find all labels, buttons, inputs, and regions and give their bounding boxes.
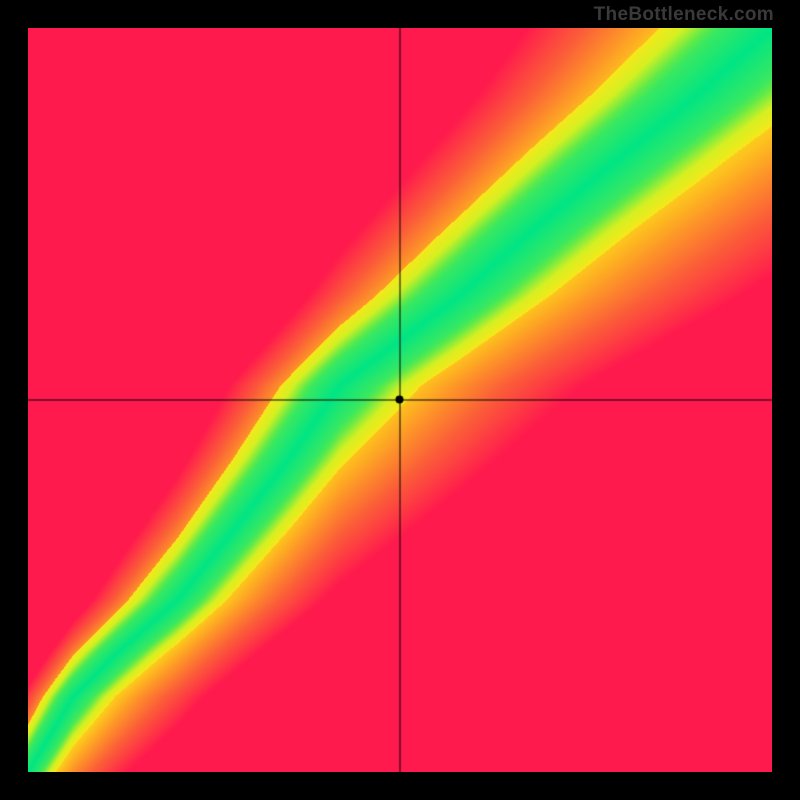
watermark-text: TheBottleneck.com [594,4,774,26]
heatmap-canvas [28,28,772,772]
plot-area [28,28,772,772]
chart-container: TheBottleneck.com [0,0,800,800]
